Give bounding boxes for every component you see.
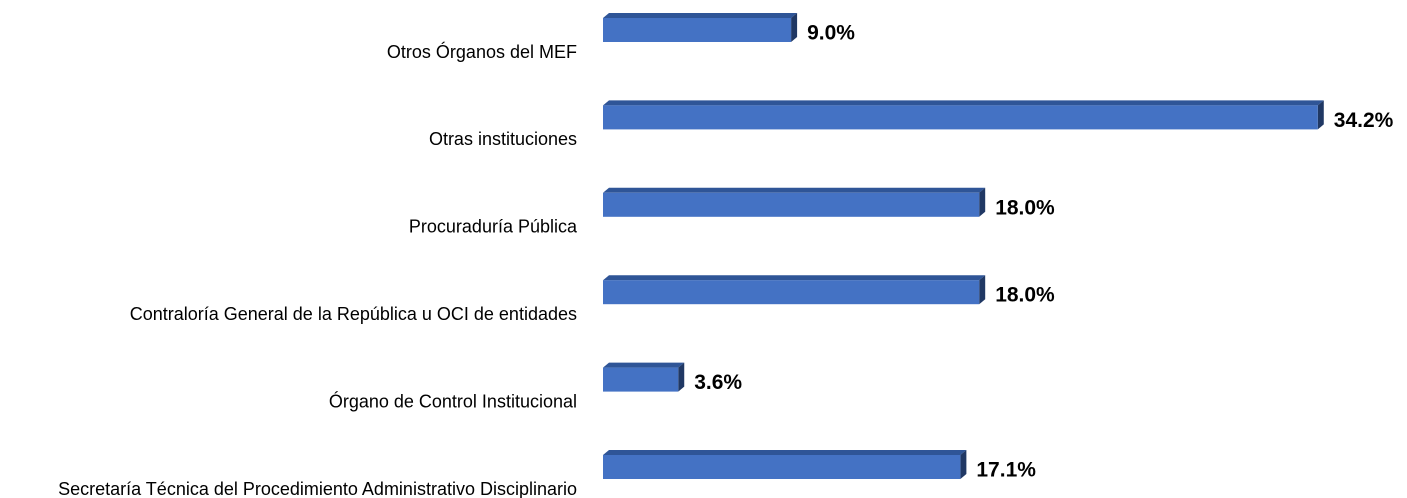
bar-top xyxy=(603,450,967,455)
bar-side xyxy=(979,187,986,217)
bar xyxy=(603,455,961,479)
category-label: Secretaría Técnica del Procedimiento Adm… xyxy=(58,479,577,498)
category-label: Contraloría General de la República u OC… xyxy=(130,304,577,324)
bar-side xyxy=(791,13,798,42)
bar xyxy=(603,367,679,392)
bar xyxy=(603,105,1318,130)
bar xyxy=(603,192,980,217)
category-label: Procuraduría Pública xyxy=(409,217,578,237)
bar xyxy=(603,18,792,42)
category-label: Órgano de Control Institucional xyxy=(329,390,577,411)
bar-side xyxy=(960,450,967,479)
category-label: Otros Órganos del MEF xyxy=(387,41,577,62)
bar-side xyxy=(1317,100,1324,130)
value-label: 18.0% xyxy=(995,196,1055,219)
bar-top xyxy=(603,100,1324,106)
value-label: 17.1% xyxy=(976,459,1036,482)
value-label: 9.0% xyxy=(807,22,855,45)
value-label: 34.2% xyxy=(1334,109,1394,132)
bar xyxy=(603,280,980,305)
bar-top xyxy=(603,187,986,193)
bar-side xyxy=(678,362,685,392)
bar-top xyxy=(603,13,798,18)
value-label: 3.6% xyxy=(694,371,742,394)
bar-side xyxy=(979,275,986,305)
bar-top xyxy=(603,362,685,368)
category-label: Otras instituciones xyxy=(429,129,577,149)
value-label: 18.0% xyxy=(995,284,1055,307)
bar-top xyxy=(603,275,986,281)
